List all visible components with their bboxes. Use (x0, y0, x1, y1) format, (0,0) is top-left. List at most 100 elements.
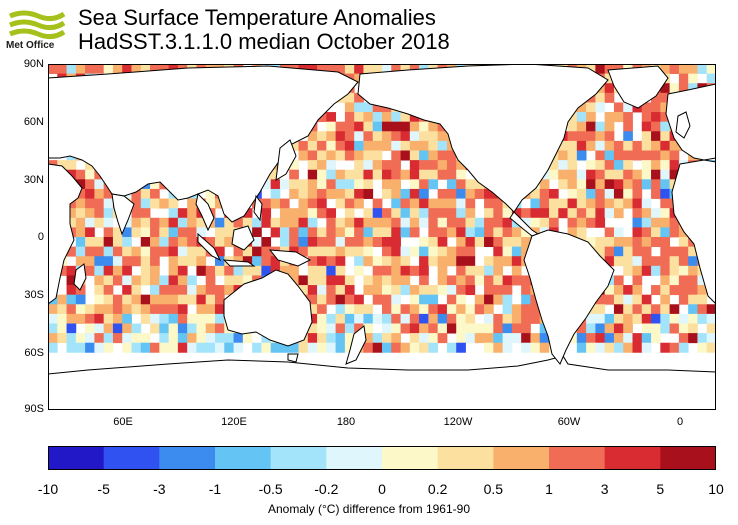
anomaly-cell (298, 237, 309, 248)
anomaly-cell (595, 169, 606, 180)
anomaly-cell (122, 237, 132, 248)
colorbar-block (493, 446, 550, 470)
anomaly-cell (205, 275, 216, 286)
anomaly-cell (317, 294, 327, 305)
anomaly-cell (187, 285, 197, 296)
anomaly-cell (669, 169, 680, 180)
anomaly-cell (623, 237, 633, 248)
anomaly-cell (150, 246, 160, 257)
anomaly-cell (567, 227, 578, 238)
anomaly-cell (391, 246, 401, 257)
anomaly-cell (261, 342, 272, 353)
anomaly-cell (317, 198, 327, 209)
anomaly-cell (103, 188, 114, 199)
anomaly-cell (567, 208, 578, 219)
anomaly-cell (391, 313, 401, 324)
anomaly-cell (530, 342, 541, 353)
anomaly-cell (261, 208, 272, 219)
anomaly-cell (484, 188, 494, 199)
anomaly-cell (623, 140, 633, 151)
anomaly-cell (613, 342, 624, 353)
anomaly-cell (549, 169, 559, 180)
anomaly-cell (85, 304, 95, 315)
anomaly-cell (428, 256, 439, 267)
anomaly-cell (131, 275, 142, 286)
anomaly-cell (354, 256, 364, 267)
anomaly-cell (493, 342, 504, 353)
anomaly-cell (521, 275, 531, 286)
anomaly-cell (419, 323, 429, 334)
colorbar-tick-label: -3 (153, 481, 166, 497)
anomaly-cell (131, 285, 142, 296)
anomaly-cell (446, 160, 457, 171)
anomaly-cell (400, 313, 411, 324)
anomaly-cell (94, 333, 105, 344)
anomaly-cell (326, 140, 337, 151)
anomaly-cell (400, 140, 411, 151)
anomaly-cell (140, 208, 151, 219)
anomaly-cell (94, 294, 105, 305)
anomaly-cell (307, 342, 318, 353)
anomaly-cell (595, 102, 606, 113)
anomaly-cell (651, 208, 661, 219)
anomaly-cell (354, 131, 364, 142)
anomaly-cell (419, 237, 429, 248)
anomaly-cell (177, 313, 188, 324)
anomaly-cell (233, 217, 244, 228)
colorbar-tick-label: -1 (208, 481, 222, 497)
anomaly-cell (363, 342, 374, 353)
anomaly-cell (307, 169, 318, 180)
anomaly-cell (428, 304, 439, 315)
anomaly-cell (400, 198, 411, 209)
anomaly-cell (706, 333, 716, 344)
anomaly-cell (446, 188, 457, 199)
anomaly-cell (317, 160, 327, 171)
anomaly-cell (215, 323, 225, 334)
anomaly-cell (576, 131, 587, 142)
anomaly-cell (567, 112, 578, 123)
colorbar-block (48, 446, 105, 470)
anomaly-cell (233, 342, 244, 353)
anomaly-cell (57, 323, 67, 334)
anomaly-cell (391, 140, 401, 151)
anomaly-cell (270, 198, 281, 209)
anomaly-cell (215, 237, 225, 248)
anomaly-cell (586, 121, 596, 132)
anomaly-cell (354, 237, 364, 248)
anomaly-cell (465, 304, 476, 315)
anomaly-cell (75, 198, 86, 209)
anomaly-cell (140, 198, 151, 209)
anomaly-cell (632, 275, 643, 286)
anomaly-cell (103, 313, 114, 324)
anomaly-cell (697, 304, 708, 315)
anomaly-cell (539, 217, 550, 228)
anomaly-cell (641, 150, 652, 161)
anomaly-cell (335, 179, 346, 190)
anomaly-cell (586, 208, 596, 219)
anomaly-cell (604, 342, 615, 353)
anomaly-cell (94, 208, 105, 219)
anomaly-cell (215, 333, 225, 344)
anomaly-cell (567, 179, 578, 190)
anomaly-cell (669, 313, 680, 324)
anomaly-cell (613, 333, 624, 344)
anomaly-cell (456, 169, 466, 180)
anomaly-cell (75, 169, 86, 180)
anomaly-cell (641, 131, 652, 142)
anomaly-cell (446, 150, 457, 161)
anomaly-cell (437, 333, 448, 344)
anomaly-cell (354, 217, 364, 228)
anomaly-cell (409, 246, 420, 257)
new-zealand (345, 325, 367, 365)
anomaly-cell (326, 208, 337, 219)
anomaly-cell (660, 275, 671, 286)
anomaly-cell (354, 92, 364, 103)
anomaly-cell (632, 342, 643, 353)
anomaly-cell (446, 256, 457, 267)
anomaly-cell (400, 131, 411, 142)
anomaly-cell (511, 333, 522, 344)
logo-text: Met Office (6, 40, 55, 51)
anomaly-cell (576, 323, 587, 334)
anomaly-cell (595, 188, 606, 199)
anomaly-cell (623, 333, 633, 344)
